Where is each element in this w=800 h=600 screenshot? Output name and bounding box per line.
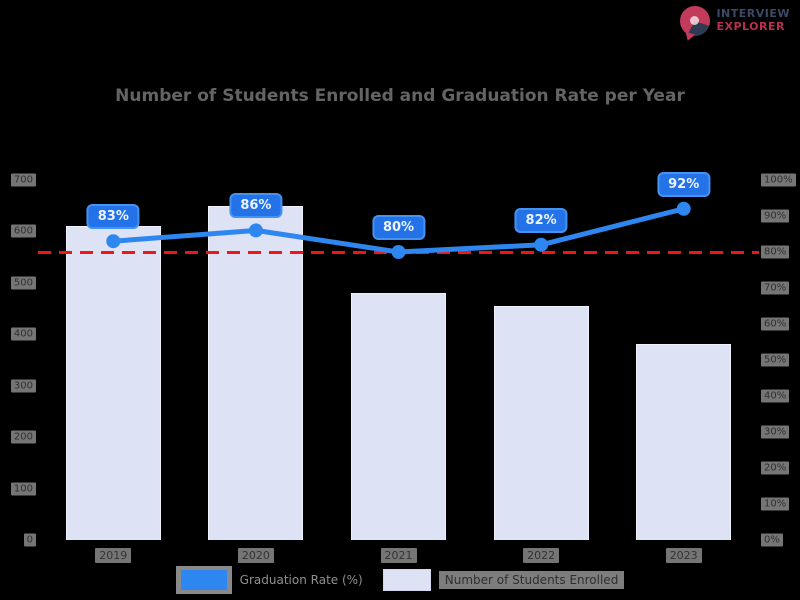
line-point-2023[interactable] <box>676 201 691 216</box>
x-axis-label-2021: 2021 <box>380 548 417 563</box>
line-series <box>106 201 691 259</box>
point-badge: 86% <box>229 193 283 219</box>
right-axis-tick: 30% <box>761 425 790 439</box>
brand-line2: EXPLORER <box>716 20 785 33</box>
left-axis-tick: 300 <box>10 379 36 393</box>
bar-2021[interactable] <box>351 293 446 540</box>
x-axis-label-2019: 2019 <box>95 548 132 563</box>
right-axis-tick: 50% <box>761 353 790 367</box>
line-point-2019[interactable] <box>106 234 121 249</box>
point-badge: 83% <box>86 204 140 230</box>
brand-logo: INTERVIEW EXPLORER <box>680 6 790 36</box>
left-axis-tick: 700 <box>10 173 36 187</box>
legend-label: Number of Students Enrolled <box>438 571 625 589</box>
right-axis-tick: 70% <box>761 281 790 295</box>
right-axis-tick: 80% <box>761 245 790 259</box>
right-axis-tick: 100% <box>761 173 796 187</box>
left-axis-tick: 0 <box>23 533 36 547</box>
legend-swatch-line <box>175 566 232 594</box>
point-badge: 82% <box>514 207 568 233</box>
point-badge: 80% <box>371 215 426 240</box>
left-axis-tick: 100 <box>10 482 36 496</box>
chart-title: Number of Students Enrolled and Graduati… <box>115 86 685 106</box>
x-axis-label-2023: 2023 <box>665 548 702 563</box>
line-point-2022[interactable] <box>534 237 549 252</box>
left-axis-tick: 600 <box>10 224 36 238</box>
right-axis-tick: 20% <box>761 461 790 475</box>
right-axis-tick: 90% <box>761 209 790 223</box>
right-axis-tick: 40% <box>761 389 790 403</box>
x-axis-label-2022: 2022 <box>523 548 560 563</box>
pin-pie-icon <box>680 6 711 36</box>
bar-2019[interactable] <box>65 226 161 540</box>
brand-wordmark: INTERVIEW EXPLORER <box>716 8 790 33</box>
legend-swatch-bar <box>382 569 431 591</box>
right-axis-tick: 10% <box>761 497 790 511</box>
bar-2023[interactable] <box>636 343 732 540</box>
line-point-2020[interactable] <box>248 223 263 238</box>
left-axis-tick: 400 <box>10 327 36 341</box>
bar-2022[interactable] <box>493 306 589 540</box>
left-axis-tick: 500 <box>10 276 36 290</box>
brand-line1: INTERVIEW <box>716 7 790 21</box>
legend: Graduation Rate (%) Number of Students En… <box>0 566 800 594</box>
legend-item-bar[interactable]: Number of Students Enrolled <box>382 569 625 591</box>
x-axis-label-2020: 2020 <box>237 548 274 563</box>
legend-item-line[interactable]: Graduation Rate (%) <box>175 566 363 594</box>
legend-label: Graduation Rate (%) <box>239 573 363 587</box>
point-badge: 92% <box>657 171 711 197</box>
right-axis-tick: 60% <box>761 317 790 331</box>
plot-area: 83% 86% 80% 82% 92% <box>38 171 759 540</box>
right-axis-tick: 0% <box>761 533 783 547</box>
line-point-2021[interactable] <box>391 245 406 259</box>
left-axis-tick: 200 <box>10 430 36 444</box>
